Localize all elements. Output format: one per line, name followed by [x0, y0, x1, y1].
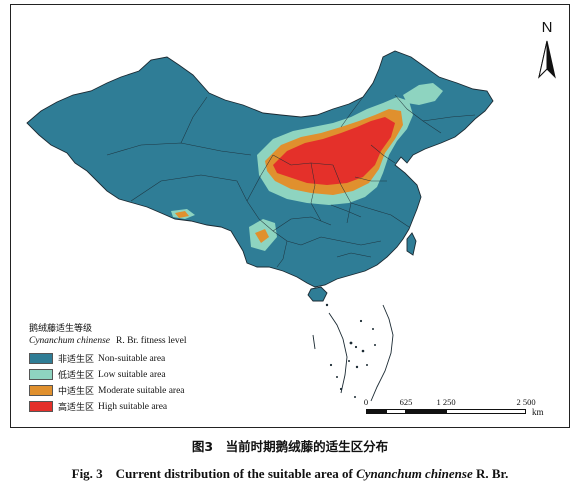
caption-en-suffix: R. Br.	[472, 466, 509, 481]
scale-unit: km	[532, 407, 544, 417]
figure-caption-cn: 图3 当前时期鹅绒藤的适生区分布	[191, 439, 389, 454]
moderate-suitable-patch-sw	[255, 229, 269, 243]
scale-segment	[446, 409, 526, 414]
figure-caption-en: Fig. 3 Current distribution of the suita…	[0, 463, 580, 482]
legend-label-cn: 低适生区	[58, 371, 95, 381]
legend-title-rest: R. Br. fitness level	[116, 336, 187, 346]
legend-title-en: Cynanchum chinense R. Br. fitness level	[29, 335, 259, 347]
taiwan-island	[406, 232, 417, 256]
legend-label-cn: 高适生区	[58, 403, 95, 413]
legend-item-high-suitable: 高适生区 High suitable area	[29, 399, 259, 414]
moderate-suitable-patch-west	[175, 211, 189, 218]
legend-swatch-low-suitable	[29, 369, 53, 380]
north-label: N	[541, 19, 553, 36]
legend-title-species: Cynanchum chinense	[29, 336, 110, 346]
legend-label-en: High suitable area	[98, 401, 168, 412]
legend-title-cn: 鹅绒藤适生等级	[29, 324, 93, 334]
caption-en-prefix: Fig. 3 Current distribution of the suita…	[71, 466, 357, 481]
legend-label-en: Non-suitable area	[98, 353, 166, 364]
island-dots	[325, 303, 376, 398]
high-suitable-zone	[273, 117, 395, 185]
scale-tick-625: 625	[399, 397, 413, 407]
map-frame: N 鹅绒藤适生等级 Cynanchum chinense R. Br. fitne…	[10, 4, 570, 428]
legend-label-cn: 中适生区	[58, 387, 95, 397]
legend-label-cn: 非适生区	[58, 355, 95, 365]
caption-en-species: Cynanchum chinense	[356, 466, 473, 481]
legend-item-low-suitable: 低适生区 Low suitable area	[29, 367, 259, 382]
scale-segment	[386, 409, 406, 414]
north-arrow: N	[532, 19, 562, 89]
province-boundaries	[106, 94, 476, 268]
legend-label-en: Low suitable area	[98, 369, 166, 380]
legend-swatch-moderate-suitable	[29, 385, 53, 396]
legend-swatch-high-suitable	[29, 401, 53, 412]
legend-item-moderate-suitable: 中适生区 Moderate suitable area	[29, 383, 259, 398]
china-suitability-map	[26, 50, 494, 402]
legend-swatch-non-suitable	[29, 353, 53, 364]
scale-segment	[406, 409, 446, 414]
scale-tick-0: 0	[363, 397, 369, 407]
legend-item-non-suitable: 非适生区 Non-suitable area	[29, 351, 259, 366]
scale-tick-1250: 1 250	[436, 397, 456, 407]
map-legend: 鹅绒藤适生等级 Cynanchum chinense R. Br. fitness…	[29, 323, 259, 415]
legend-label-en: Moderate suitable area	[98, 385, 185, 396]
scale-segment	[366, 409, 386, 414]
scale-tick-2500: 2 500	[516, 397, 536, 407]
hainan-island	[307, 286, 328, 302]
low-suitable-patch-north	[403, 83, 443, 105]
scale-bar: 0 625 1 250 2 500 km	[363, 397, 556, 425]
south-china-sea-islands	[312, 304, 394, 402]
